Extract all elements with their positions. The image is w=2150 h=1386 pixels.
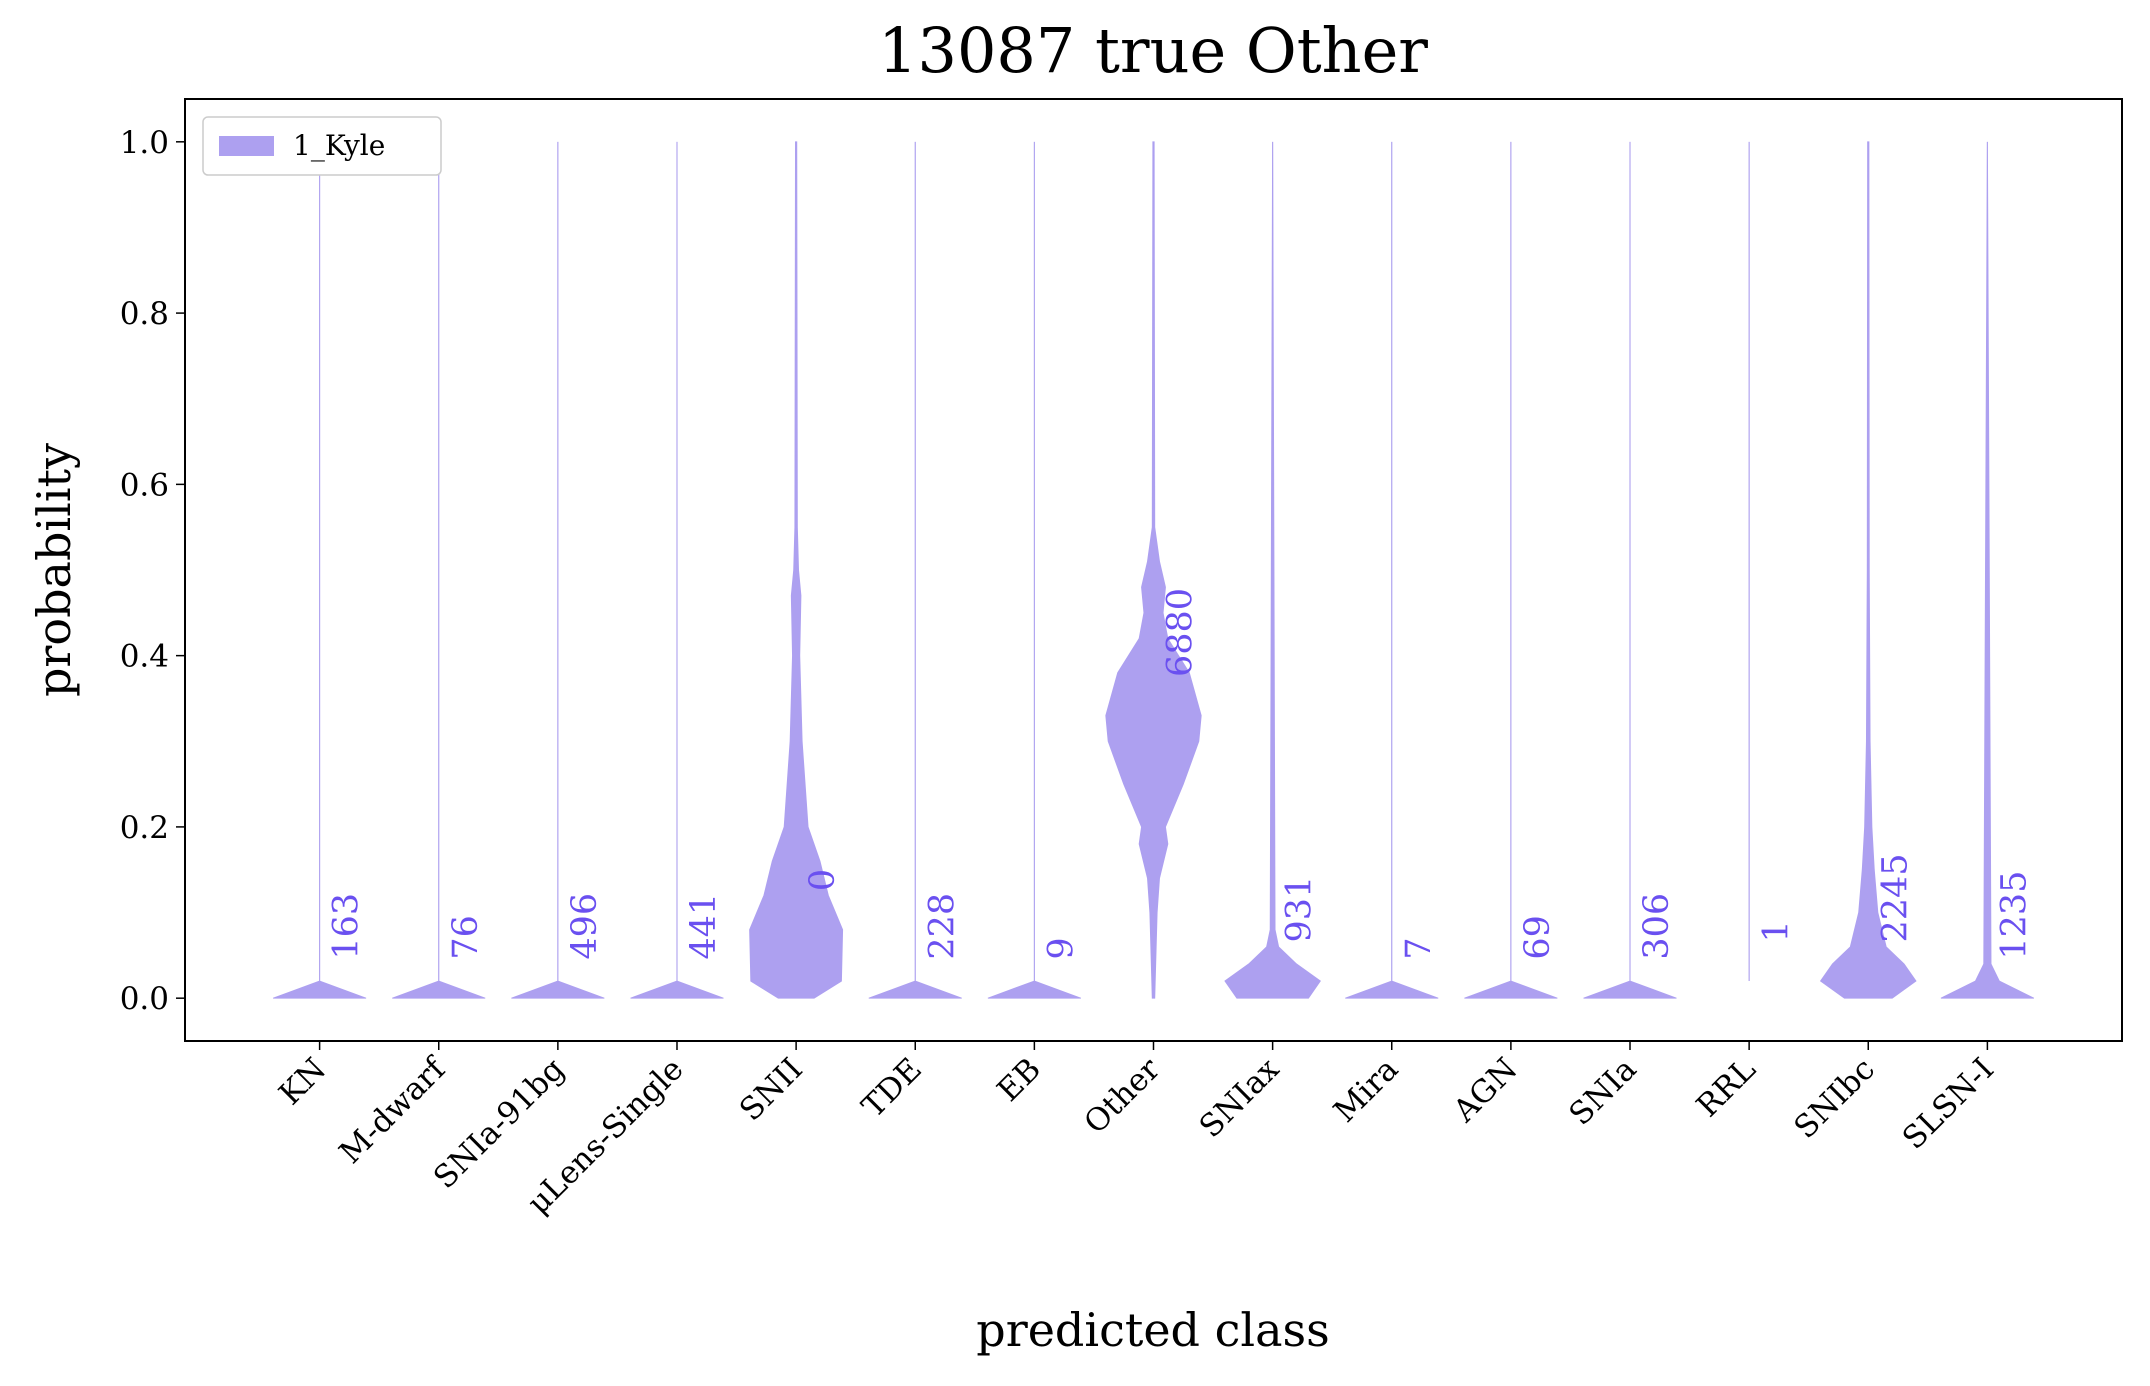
legend-box xyxy=(202,116,442,176)
x-tick-label: RRL xyxy=(1690,1051,1763,1124)
violin xyxy=(1940,141,2035,999)
violin xyxy=(1464,141,1558,999)
plot-frame xyxy=(184,98,2123,1042)
x-tick-label: M-dwarf xyxy=(333,1049,455,1171)
violin xyxy=(1819,141,1917,999)
legend: 1_Kyle xyxy=(202,116,442,176)
count-label: 163 xyxy=(327,893,367,960)
x-tick-label: SNIa xyxy=(1562,1051,1643,1132)
violin xyxy=(1224,141,1321,999)
violin xyxy=(511,141,605,999)
count-label: 931 xyxy=(1280,876,1320,943)
x-tick-label: EB xyxy=(990,1051,1048,1109)
count-label: 306 xyxy=(1637,893,1677,960)
x-tick-label: AGN xyxy=(1446,1051,1525,1130)
violin xyxy=(392,141,486,999)
violin xyxy=(868,141,962,999)
count-label: 2245 xyxy=(1875,853,1915,942)
chart-title: 13087 true Other xyxy=(878,14,1428,87)
x-tick-label: Mira xyxy=(1327,1051,1405,1129)
count-label: 1 xyxy=(1756,920,1796,942)
count-label: 496 xyxy=(565,893,605,960)
x-tick-label: SNII xyxy=(733,1051,810,1128)
count-label: 76 xyxy=(446,915,486,960)
violin xyxy=(1583,141,1677,999)
x-tick-label: SNIbc xyxy=(1787,1051,1882,1146)
x-tick-label: SLSN-I xyxy=(1896,1051,2001,1156)
y-tick-label: 0.2 xyxy=(120,810,169,846)
y-axis-label: probability xyxy=(27,443,81,697)
x-tick-label: SNIax xyxy=(1193,1051,1287,1145)
violin xyxy=(749,141,844,999)
violin xyxy=(272,141,367,999)
x-tick-label: KN xyxy=(272,1051,333,1112)
violin xyxy=(987,141,1082,999)
count-label: 0 xyxy=(803,869,843,891)
count-label: 9 xyxy=(1041,937,1081,959)
x-axis-label: predicted class xyxy=(976,1303,1329,1357)
y-tick-label: 0.4 xyxy=(120,639,169,675)
violin xyxy=(1105,141,1202,999)
count-label: 1235 xyxy=(1995,871,2035,960)
violin xyxy=(630,141,724,999)
y-tick-label: 1.0 xyxy=(120,125,169,161)
count-label: 441 xyxy=(684,893,724,960)
y-tick-label: 0.8 xyxy=(120,296,169,332)
x-tick-label: Other xyxy=(1077,1051,1167,1141)
count-label: 69 xyxy=(1518,915,1558,960)
count-label: 228 xyxy=(922,893,962,960)
y-tick-label: 0.6 xyxy=(120,467,169,503)
count-label: 7 xyxy=(1399,937,1439,959)
x-tick-label: TDE xyxy=(855,1051,929,1125)
count-label: 6880 xyxy=(1161,588,1201,677)
legend-patch xyxy=(219,136,274,156)
violin xyxy=(1345,141,1439,999)
legend-label: 1_Kyle xyxy=(293,129,385,162)
y-tick-label: 0.0 xyxy=(120,981,169,1017)
